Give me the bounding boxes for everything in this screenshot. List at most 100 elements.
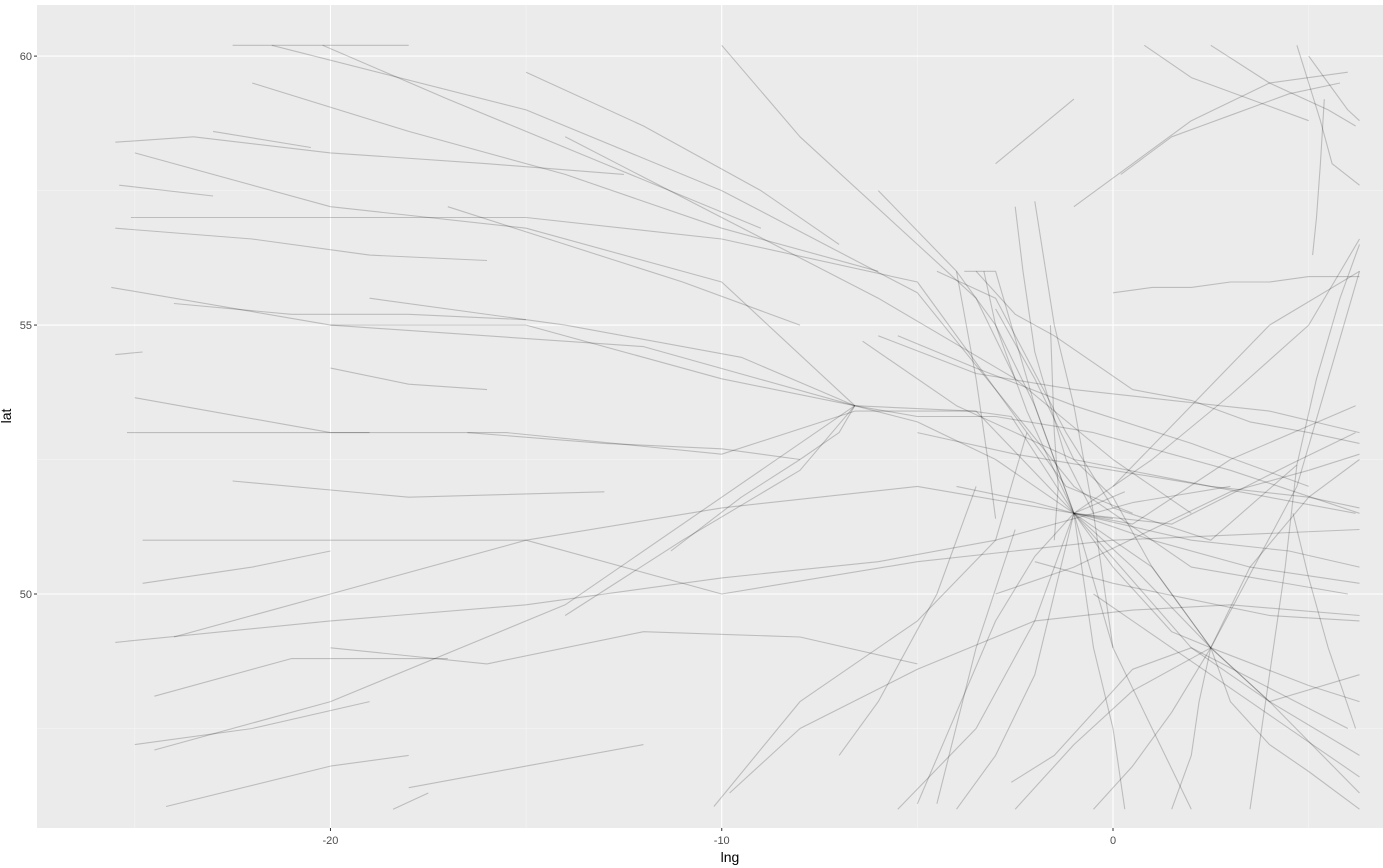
trajectory-line-0 (111, 286, 1356, 525)
trajectory-line-84 (1073, 512, 1360, 568)
trajectory-line-85 (1093, 593, 1360, 778)
trajectory-line-79 (917, 432, 1360, 509)
trajectory-line-64 (525, 71, 840, 245)
trajectory-line-91 (1312, 99, 1325, 256)
trajectory-line-42 (916, 512, 1075, 805)
trajectory-line-62 (134, 701, 370, 746)
trajectory-line-56 (252, 82, 879, 272)
trajectory-line-63 (447, 206, 801, 326)
trajectory-line-17 (983, 271, 1356, 525)
trajectory-line-14 (721, 44, 1016, 380)
trajectory-line-37 (1073, 513, 1192, 810)
trajectory-line-86 (1292, 513, 1357, 729)
trajectory-line-25 (1073, 512, 1360, 703)
trajectory-line-19 (1034, 201, 1114, 648)
trajectory-line-58 (115, 227, 488, 262)
trajectory-line-90 (1308, 55, 1360, 122)
trajectory-line-71 (408, 744, 644, 789)
trajectory-line-11 (115, 485, 1231, 643)
trajectory-line-21 (955, 271, 997, 519)
x-axis-title: lng (721, 849, 740, 865)
trajectory-line-29 (1093, 647, 1212, 810)
trajectory-line-3 (173, 485, 1349, 729)
trajectory-line-87 (1296, 244, 1361, 466)
trajectory-line-48 (1210, 44, 1356, 127)
trajectory-line-81 (995, 453, 1360, 595)
trajectory-lines (111, 44, 1361, 810)
trajectory-line-13 (729, 604, 1360, 794)
trajectory-line-80 (956, 485, 1360, 584)
trajectory-line-54 (995, 308, 1212, 649)
trajectory-line-5 (154, 405, 856, 751)
trajectory-line-78 (878, 335, 1360, 434)
trajectory-line-15 (877, 190, 1075, 514)
axis-ticks (34, 55, 1114, 831)
trajectory-line-8 (330, 324, 855, 407)
panel-background (37, 5, 1383, 828)
trajectory-line-53 (1011, 647, 1360, 783)
trajectory-line-73 (213, 130, 311, 149)
trajectory-line-26 (1073, 512, 1360, 794)
trajectory-line-30 (1014, 647, 1212, 810)
trajectory-line-47 (1143, 44, 1309, 122)
trajectory-line-69 (232, 480, 605, 498)
trajectory-line-40 (838, 486, 977, 756)
trajectory-line-12 (713, 432, 1028, 807)
y-tick-labels: 50 55 60 (20, 51, 32, 601)
trajectory-line-20 (1049, 325, 1059, 541)
trajectory-line-9 (142, 528, 1360, 595)
trajectory-line-31 (1210, 459, 1360, 649)
trajectory-line-76 (115, 351, 143, 356)
trajectory-line-1 (134, 397, 1126, 514)
trajectory-line-38 (854, 405, 1075, 514)
y-axis-title: lat (0, 409, 14, 424)
trajectory-line-77 (392, 792, 429, 810)
major-gridlines (37, 5, 1383, 828)
trajectory-line-6 (165, 754, 409, 808)
trajectory-line-36 (1073, 513, 1126, 810)
trajectory-line-35 (897, 513, 1075, 810)
trajectory-line-61 (142, 550, 331, 584)
trajectory-line-32 (1210, 271, 1361, 649)
trajectory-line-10 (154, 658, 448, 697)
trajectory-line-22 (862, 340, 1356, 514)
x-tick-label: -10 (714, 835, 730, 847)
trajectory-line-59 (173, 302, 527, 321)
y-tick-label: 60 (20, 51, 32, 63)
trajectory-line-82 (1073, 238, 1360, 514)
trajectory-line-51 (1112, 276, 1360, 294)
trajectory-line-50 (975, 270, 1360, 444)
trajectory-line-83 (1112, 270, 1360, 487)
trajectory-line-88 (1249, 464, 1298, 810)
trajectory-line-52 (1034, 561, 1360, 622)
trajectory-line-67 (330, 367, 488, 391)
trajectory-line-49 (995, 98, 1075, 165)
trajectory-line-66 (369, 297, 856, 407)
y-tick-label: 50 (20, 589, 32, 601)
y-tick-label: 55 (20, 320, 32, 332)
trajectory-line-74 (115, 136, 194, 143)
trajectory-line-33 (1073, 512, 1360, 703)
trajectory-line-2 (130, 216, 1133, 514)
x-tick-label: 0 (1110, 835, 1116, 847)
trajectory-line-89 (1296, 45, 1360, 186)
trajectory-line-44 (564, 405, 856, 616)
minor-gridlines (37, 5, 1383, 828)
trajectory-line-68 (467, 432, 801, 461)
trajectory-line-7 (271, 44, 1348, 595)
trajectory-line-43 (936, 529, 1016, 804)
trajectory-line-57 (193, 136, 624, 175)
trajectory-line-28 (1171, 647, 1212, 810)
trajectory-line-23 (897, 335, 1309, 487)
trajectory-line-24 (936, 270, 1298, 541)
x-tick-labels: -20 -10 0 (323, 835, 1117, 847)
trajectory-line-55 (564, 136, 1192, 514)
x-tick-label: -20 (323, 835, 339, 847)
trajectory-line-16 (964, 270, 1114, 520)
trajectory-line-65 (322, 44, 762, 229)
trajectory-line-34 (956, 513, 1075, 810)
trajectory-line-4 (134, 152, 856, 407)
trajectory-line-39 (854, 405, 1360, 514)
trajectory-line-70 (330, 631, 918, 665)
